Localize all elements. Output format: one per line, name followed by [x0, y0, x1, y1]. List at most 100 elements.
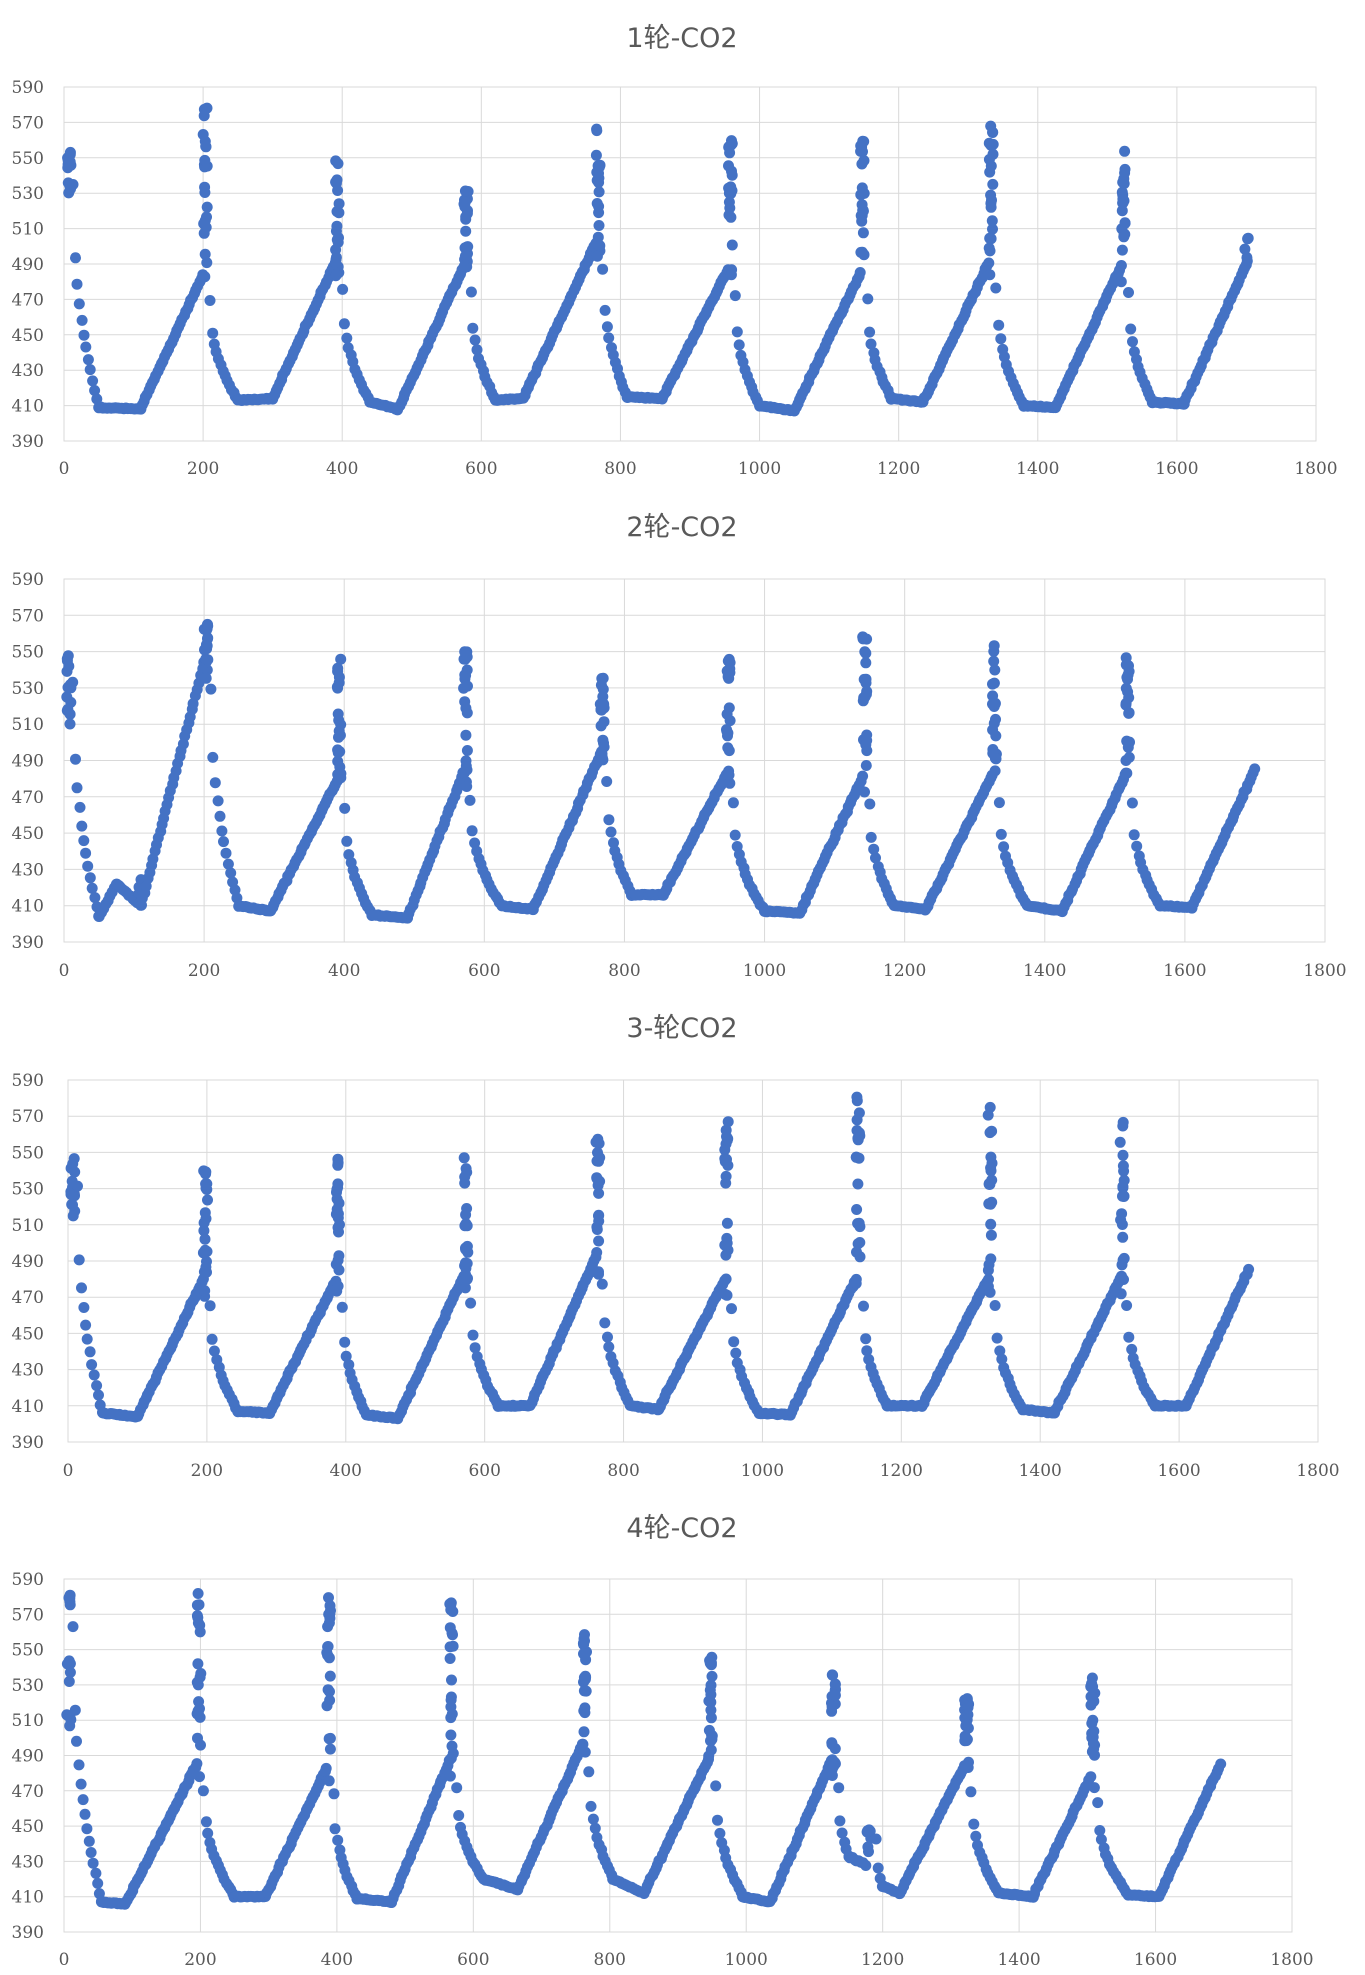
data-point: [593, 1235, 605, 1247]
data-point: [445, 1691, 457, 1703]
data-point: [591, 1173, 603, 1185]
data-point: [991, 1332, 1003, 1344]
y-tick-label: 530: [12, 679, 44, 699]
data-point: [202, 1194, 213, 1206]
data-point: [200, 1213, 212, 1225]
data-point: [858, 249, 870, 261]
x-tick-label: 600: [468, 961, 500, 981]
data-point: [850, 1278, 862, 1289]
data-point: [968, 1818, 980, 1830]
y-tick-label: 450: [12, 824, 44, 844]
data-point: [333, 731, 344, 743]
data-point: [89, 385, 101, 396]
data-point: [730, 1347, 742, 1359]
data-point: [993, 319, 1005, 331]
data-point: [987, 178, 999, 190]
data-point: [970, 1830, 982, 1842]
data-point: [988, 645, 1000, 657]
data-point: [862, 293, 874, 305]
data-point: [591, 123, 603, 135]
data-point: [1119, 145, 1131, 157]
data-point: [726, 264, 738, 276]
data-point: [209, 777, 221, 789]
x-tick-label: 0: [63, 1461, 74, 1481]
data-point: [593, 220, 605, 231]
data-point: [67, 1158, 79, 1170]
data-point: [199, 1233, 211, 1245]
data-point: [335, 653, 347, 665]
x-tick-label: 1400: [1019, 1461, 1062, 1481]
data-point: [860, 677, 872, 689]
data-point: [1094, 1825, 1106, 1836]
data-point: [722, 1244, 734, 1256]
data-point: [64, 146, 76, 158]
data-point: [1115, 1288, 1127, 1300]
data-point: [202, 1827, 214, 1839]
data-point: [987, 747, 999, 759]
data-point: [870, 852, 881, 864]
data-point: [67, 1210, 79, 1222]
data-point: [605, 826, 617, 838]
x-tick-label: 1800: [1303, 961, 1346, 981]
data-point: [453, 1810, 465, 1821]
x-tick-label: 0: [59, 961, 70, 981]
y-tick-label: 410: [12, 1888, 44, 1908]
data-point: [222, 858, 234, 870]
data-point: [1085, 1680, 1097, 1692]
x-tick-label: 1200: [883, 961, 926, 981]
data-point: [324, 1670, 336, 1682]
data-point: [591, 1224, 603, 1235]
data-point: [198, 218, 210, 230]
data-point: [462, 1246, 474, 1258]
data-point: [324, 1743, 336, 1755]
data-point: [1123, 665, 1135, 677]
data-point: [465, 286, 477, 298]
data-point: [460, 670, 472, 681]
data-point: [200, 672, 212, 684]
data-point: [599, 1317, 611, 1329]
data-point: [333, 1250, 345, 1262]
data-point: [595, 704, 607, 716]
data-point: [76, 1282, 87, 1294]
y-tick-label: 550: [12, 149, 44, 169]
data-point: [1114, 1136, 1126, 1148]
data-point: [987, 724, 999, 736]
data-point: [728, 1336, 740, 1348]
data-point: [82, 860, 94, 872]
chart-title: 4轮-CO2: [626, 1513, 737, 1544]
data-point: [194, 1771, 205, 1783]
data-point: [862, 1841, 874, 1853]
data-point: [90, 1867, 102, 1879]
x-tick-label: 600: [457, 1950, 489, 1970]
data-point: [985, 139, 997, 151]
data-point: [82, 354, 94, 366]
data-point: [986, 215, 998, 227]
data-point: [323, 1733, 335, 1745]
data-point: [1116, 205, 1128, 217]
data-point: [601, 321, 613, 333]
data-point: [460, 211, 472, 223]
x-tick-label: 0: [59, 1950, 70, 1970]
data-point: [332, 185, 344, 196]
data-point: [199, 154, 211, 166]
data-point: [466, 825, 478, 837]
data-point: [864, 798, 876, 810]
data-point: [340, 1350, 352, 1362]
data-point: [857, 227, 869, 239]
data-point: [722, 1116, 734, 1128]
data-point: [195, 1668, 207, 1679]
data-point: [856, 141, 868, 153]
scatter-chart-3: 3-轮CO2 390 410 430 450 470 490 510 530 550 570 590 0…: [12, 1013, 1340, 1481]
data-point: [1088, 1743, 1100, 1755]
data-point: [1119, 217, 1131, 229]
data-point: [729, 290, 741, 302]
plot-area: [63, 578, 1326, 943]
data-point: [322, 1641, 334, 1653]
data-point: [990, 713, 1001, 725]
data-point: [70, 252, 81, 264]
plot-area: [63, 86, 1317, 442]
data-point: [330, 1208, 342, 1220]
data-point: [593, 186, 605, 198]
data-point: [703, 1724, 715, 1736]
y-tick-label: 490: [12, 255, 44, 275]
